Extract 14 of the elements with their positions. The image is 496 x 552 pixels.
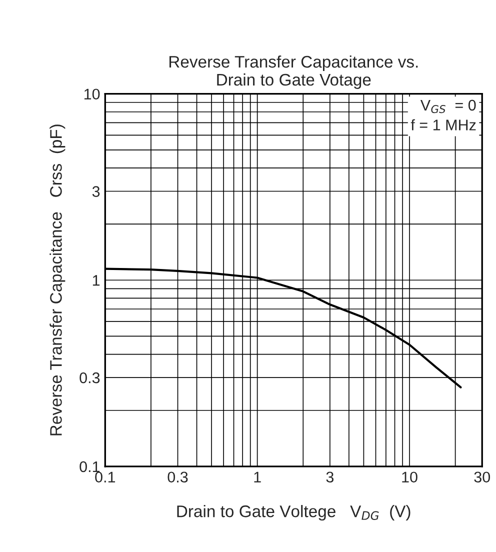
x-tick-label: 0.3	[168, 472, 188, 483]
y-tick-label: 0.1	[80, 461, 100, 472]
x-tick-label: 1	[254, 472, 261, 482]
x-tick-label: 30	[474, 472, 490, 483]
y-tick-label: 3	[92, 186, 100, 197]
annotation: V$_{GS}$ = 0 f = 1 MHz	[410, 100, 476, 130]
y-tick-label: 10	[84, 88, 100, 100]
y-tick-label: 0.3	[80, 372, 100, 384]
x-axis-title: Drain to Gate Voltege V$_{DG}$ (V)	[177, 504, 410, 521]
x-tick-label: 3	[326, 472, 334, 483]
chart-title: Reverse Transfer Capacitance vs. Drain to Gate Votage	[169, 55, 418, 89]
y-axis-title: Reverse Transfer Capacitance Crss (pF)	[50, 124, 66, 436]
x-tick-label: 10	[402, 472, 418, 483]
y-tick-label: 1	[92, 275, 100, 286]
